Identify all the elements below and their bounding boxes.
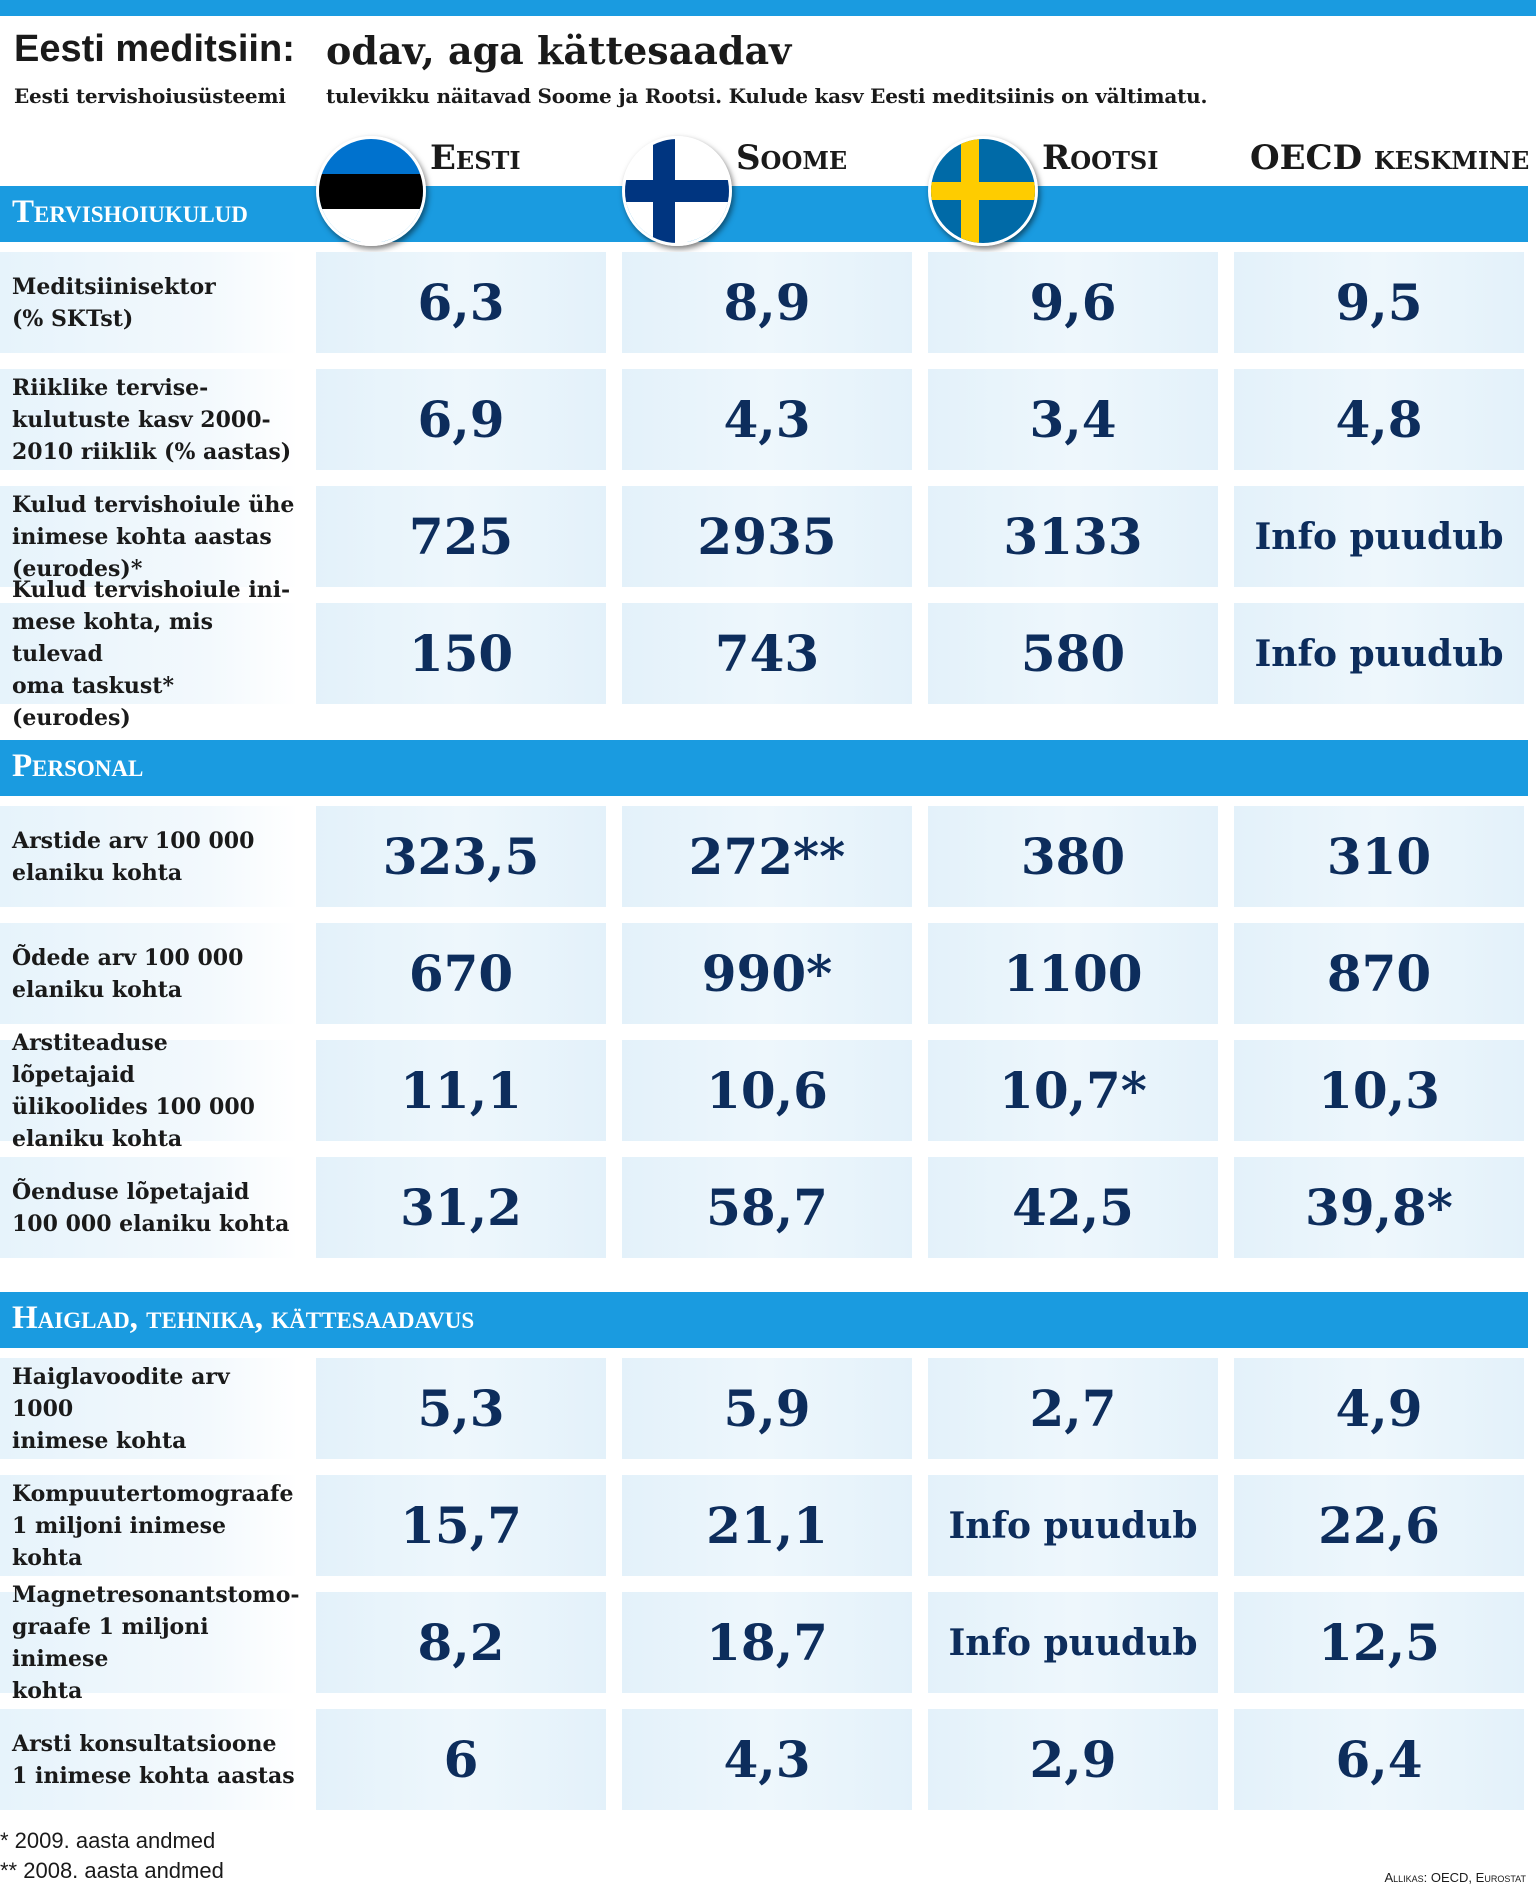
subtitle-left: Eesti tervishoiusüsteemi (14, 84, 286, 108)
title-left: Eesti meditsiin: (14, 28, 295, 70)
subtitle-right: tulevikku näitavad Soome ja Rootsi. Kulu… (326, 84, 1208, 108)
table-cell-oecd-keskmine: 9,5 (1234, 252, 1524, 353)
column-header-rootsi: Rootsi (1042, 138, 1159, 178)
table-cell-rootsi: Info puudub (928, 1592, 1218, 1693)
table-cell-oecd-keskmine: Info puudub (1234, 486, 1524, 587)
table-cell-eesti: 15,7 (316, 1475, 606, 1576)
table-cell-oecd-keskmine: 39,8* (1234, 1157, 1524, 1258)
source-note: Allikas: OECD, Eurostat (1384, 1870, 1526, 1885)
table-cell-rootsi: 3133 (928, 486, 1218, 587)
row-label: Magnetresonantstomo- graafe 1 miljoni in… (0, 1582, 300, 1704)
table-cell-rootsi: 3,4 (928, 369, 1218, 470)
table-cell-soome: 2935 (622, 486, 912, 587)
table-cell-eesti: 11,1 (316, 1040, 606, 1141)
table-cell-soome: 4,3 (622, 369, 912, 470)
table-cell-rootsi: 42,5 (928, 1157, 1218, 1258)
row-label: Õenduse lõpetajaid 100 000 elaniku kohta (0, 1157, 298, 1258)
row-label: Kulud tervishoiule ini- mese kohta, mis … (0, 577, 298, 731)
table-cell-rootsi: Info puudub (928, 1475, 1218, 1576)
section-title-costs: Tervishoiukulud (12, 194, 248, 230)
footnote-2009: * 2009. aasta andmed (0, 1828, 216, 1853)
table-cell-oecd-keskmine: 22,6 (1234, 1475, 1524, 1576)
column-header-soome: Soome (736, 138, 848, 178)
table-cell-rootsi: 10,7* (928, 1040, 1218, 1141)
table-cell-soome: 4,3 (622, 1709, 912, 1810)
section-title-hospitals: Haiglad, tehnika, kättesaadavus (12, 1300, 475, 1336)
table-cell-rootsi: 580 (928, 603, 1218, 704)
sweden-flag-icon (928, 136, 1038, 246)
table-cell-oecd-keskmine: 6,4 (1234, 1709, 1524, 1810)
table-cell-oecd-keskmine: 870 (1234, 923, 1524, 1024)
table-cell-soome: 18,7 (622, 1592, 912, 1693)
table-cell-eesti: 725 (316, 486, 606, 587)
table-cell-soome: 5,9 (622, 1358, 912, 1459)
table-cell-rootsi: 380 (928, 806, 1218, 907)
table-cell-eesti: 6 (316, 1709, 606, 1810)
table-cell-soome: 743 (622, 603, 912, 704)
table-cell-oecd-keskmine: 310 (1234, 806, 1524, 907)
table-cell-eesti: 31,2 (316, 1157, 606, 1258)
table-cell-rootsi: 1100 (928, 923, 1218, 1024)
table-cell-oecd-keskmine: 4,8 (1234, 369, 1524, 470)
row-label: Arsti konsultatsioone 1 inimese kohta aa… (0, 1709, 298, 1810)
table-cell-rootsi: 2,9 (928, 1709, 1218, 1810)
row-label: Meditsiinisektor (% SKTst) (0, 252, 298, 353)
table-cell-oecd-keskmine: 12,5 (1234, 1592, 1524, 1693)
table-cell-rootsi: 9,6 (928, 252, 1218, 353)
table-cell-oecd-keskmine: Info puudub (1234, 603, 1524, 704)
table-cell-soome: 8,9 (622, 252, 912, 353)
column-header-oecd: OECD keskmine (1250, 138, 1530, 178)
row-label: Arstide arv 100 000 elaniku kohta (0, 806, 298, 907)
table-cell-soome: 10,6 (622, 1040, 912, 1141)
table-cell-oecd-keskmine: 4,9 (1234, 1358, 1524, 1459)
table-cell-eesti: 323,5 (316, 806, 606, 907)
table-cell-rootsi: 2,7 (928, 1358, 1218, 1459)
finland-flag-icon (622, 136, 732, 246)
section-band-hospitals: Haiglad, tehnika, kättesaadavus (0, 1292, 1528, 1348)
table-cell-soome: 272** (622, 806, 912, 907)
row-label: Haiglavoodite arv 1000 inimese kohta (0, 1358, 298, 1459)
table-cell-eesti: 150 (316, 603, 606, 704)
row-label: Kulud tervishoiule ühe inimese kohta aas… (0, 486, 298, 587)
table-cell-eesti: 670 (316, 923, 606, 1024)
row-label: Õdede arv 100 000 elaniku kohta (0, 923, 298, 1024)
table-cell-soome: 58,7 (622, 1157, 912, 1258)
table-cell-eesti: 6,3 (316, 252, 606, 353)
table-cell-eesti: 8,2 (316, 1592, 606, 1693)
section-title-personal: Personal (12, 748, 144, 784)
table-cell-eesti: 6,9 (316, 369, 606, 470)
title-right: odav, aga kättesaadav (326, 28, 792, 73)
estonia-flag-icon (316, 136, 426, 246)
section-band-personal: Personal (0, 740, 1528, 796)
section-band-costs: Tervishoiukulud (0, 186, 1528, 242)
table-cell-oecd-keskmine: 10,3 (1234, 1040, 1524, 1141)
table-cell-soome: 990* (622, 923, 912, 1024)
top-accent-line (0, 0, 1536, 16)
table-cell-eesti: 5,3 (316, 1358, 606, 1459)
column-header-eesti: Eesti (430, 138, 521, 178)
row-label: Arstiteaduse lõpetajaid ülikoolides 100 … (0, 1030, 298, 1152)
row-label: Riiklike tervise- kulutuste kasv 2000- 2… (0, 369, 298, 470)
row-label: Kompuutertomograafe 1 miljoni inimese ko… (0, 1475, 298, 1576)
footnote-2008: ** 2008. aasta andmed (0, 1858, 224, 1883)
table-cell-soome: 21,1 (622, 1475, 912, 1576)
